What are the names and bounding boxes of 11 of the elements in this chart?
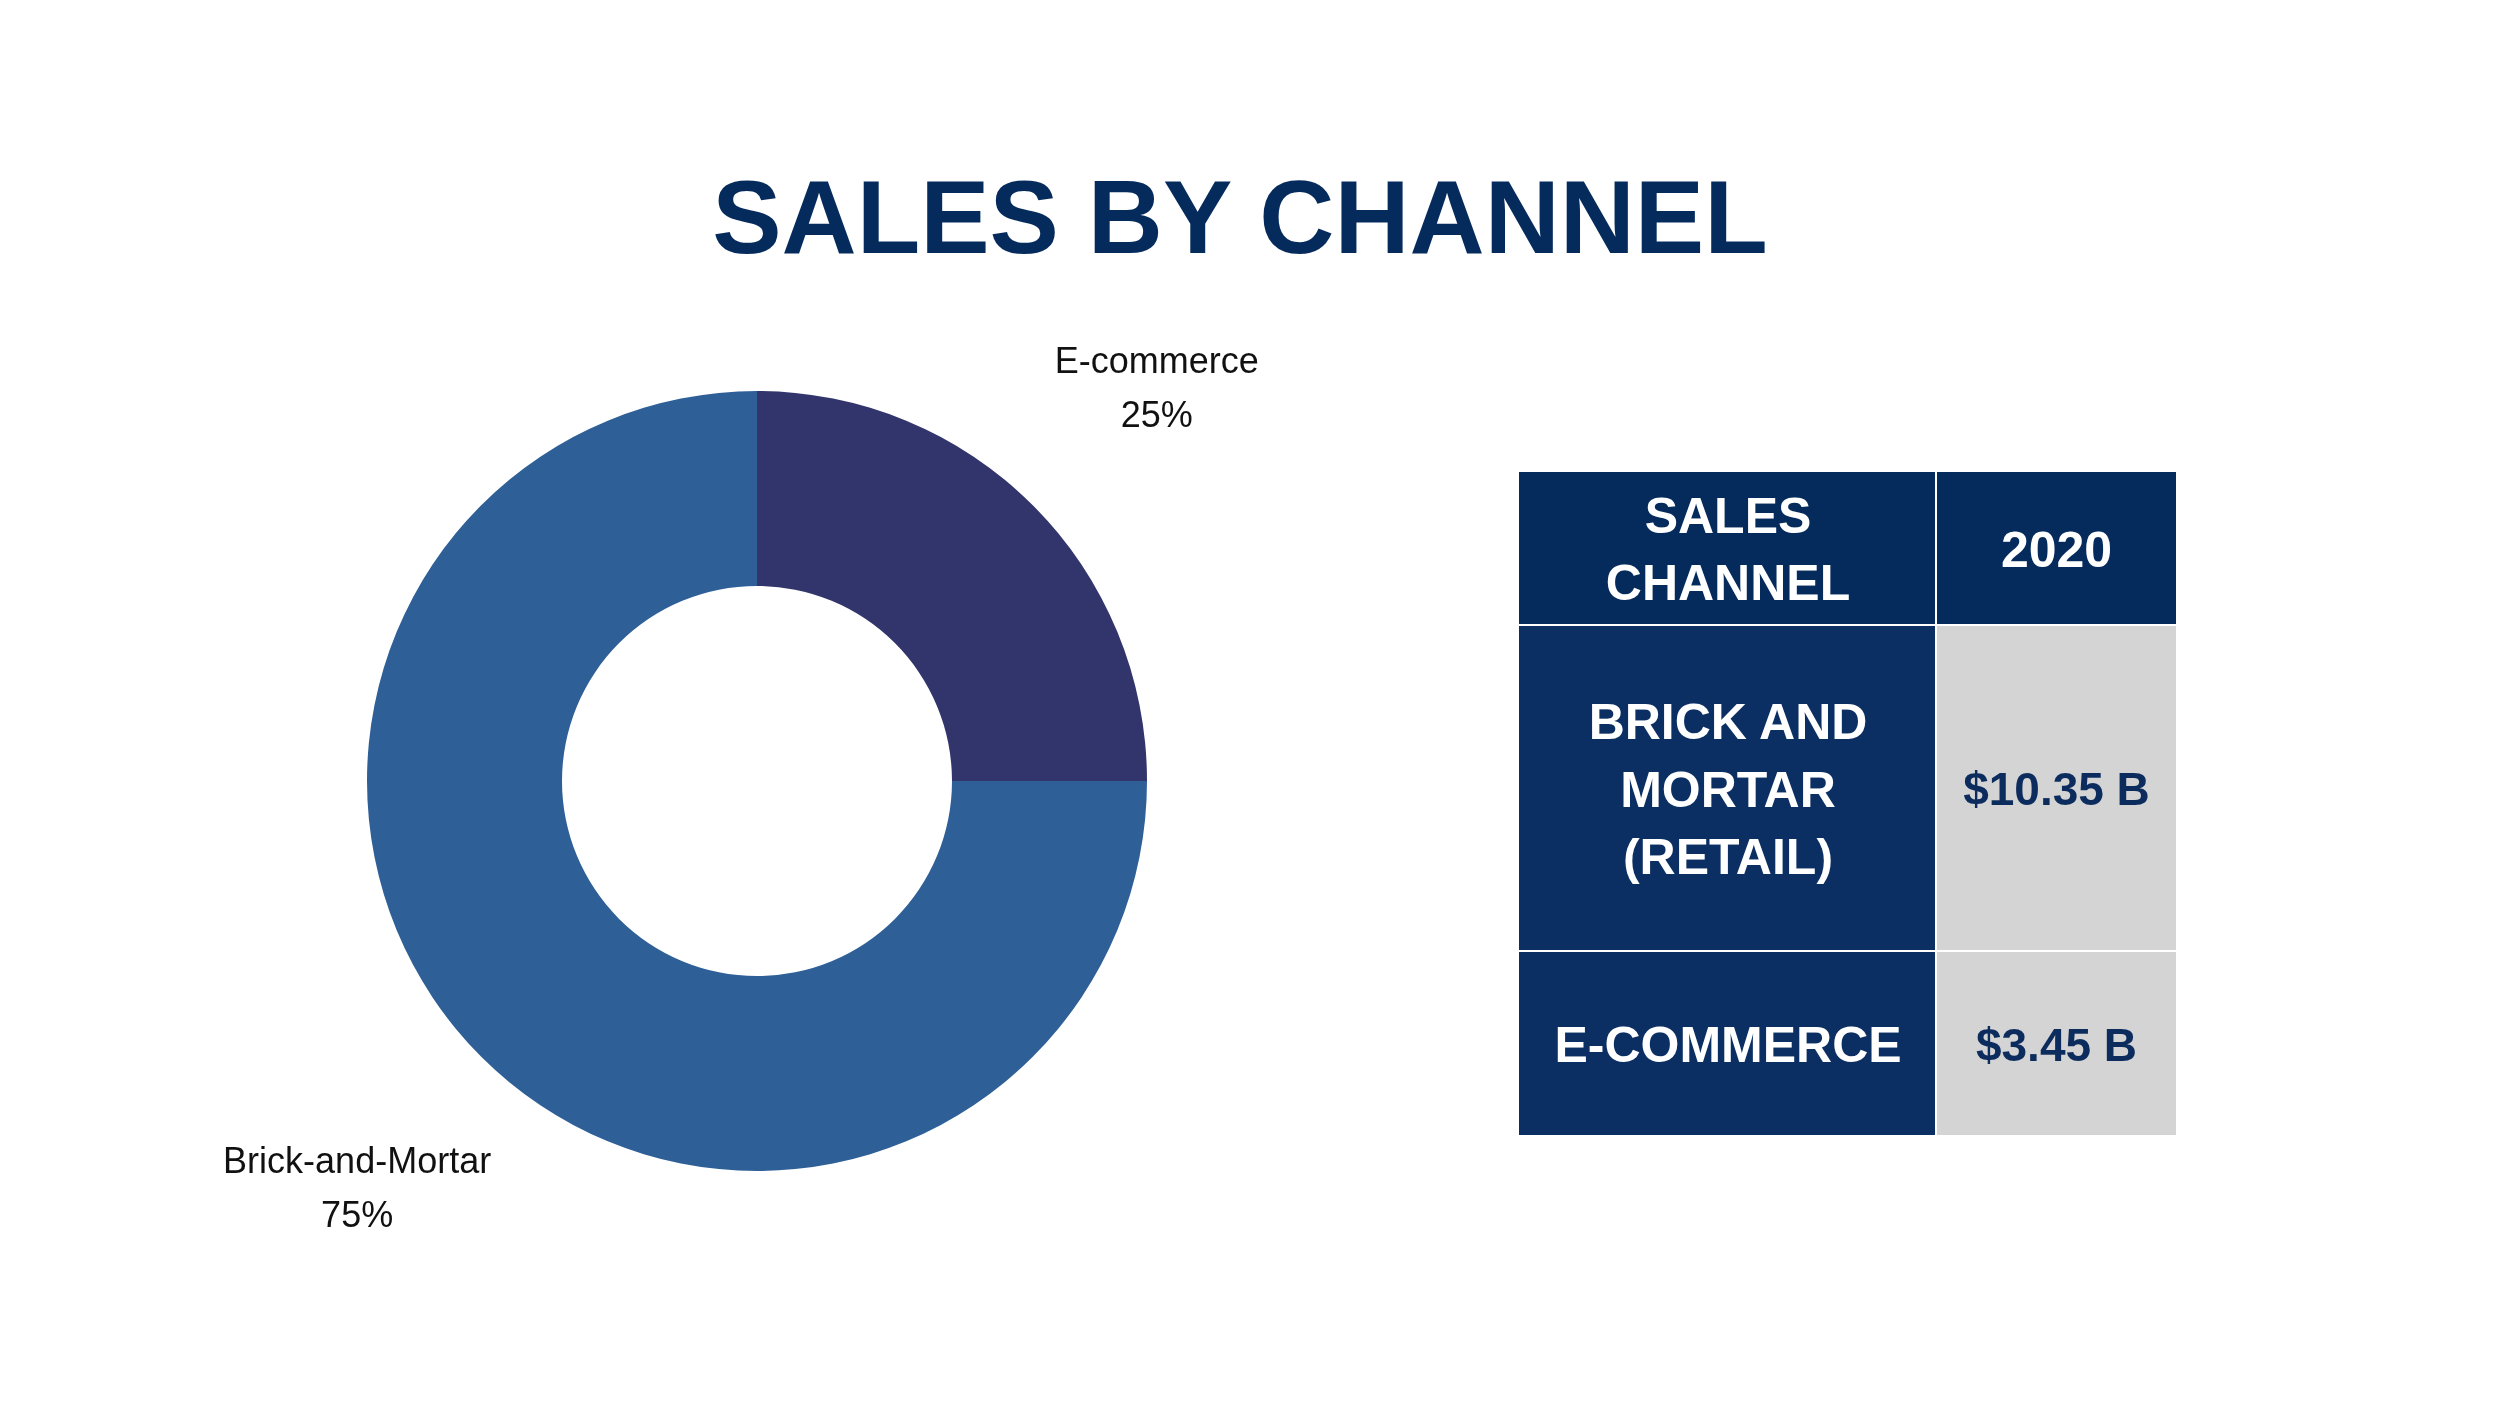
slice-label: E-commerce [1054,340,1259,382]
text: $10.35 B [1963,763,2150,816]
data-label: 25% [1120,394,1193,436]
slice-label: Brick-and-Mortar [223,1139,492,1181]
text: $3.45 B [1975,1018,2138,1071]
text: E-COMMERCE [1554,1017,1902,1073]
chart-title: SALES BY CHANNEL [712,159,1768,275]
text: SALES CHANNEL [1605,487,1851,612]
data-label: 75% [321,1193,394,1235]
text: 2020 [2000,521,2113,578]
text: BRICK AND MORTAR (RETAIL) [1588,694,1868,885]
